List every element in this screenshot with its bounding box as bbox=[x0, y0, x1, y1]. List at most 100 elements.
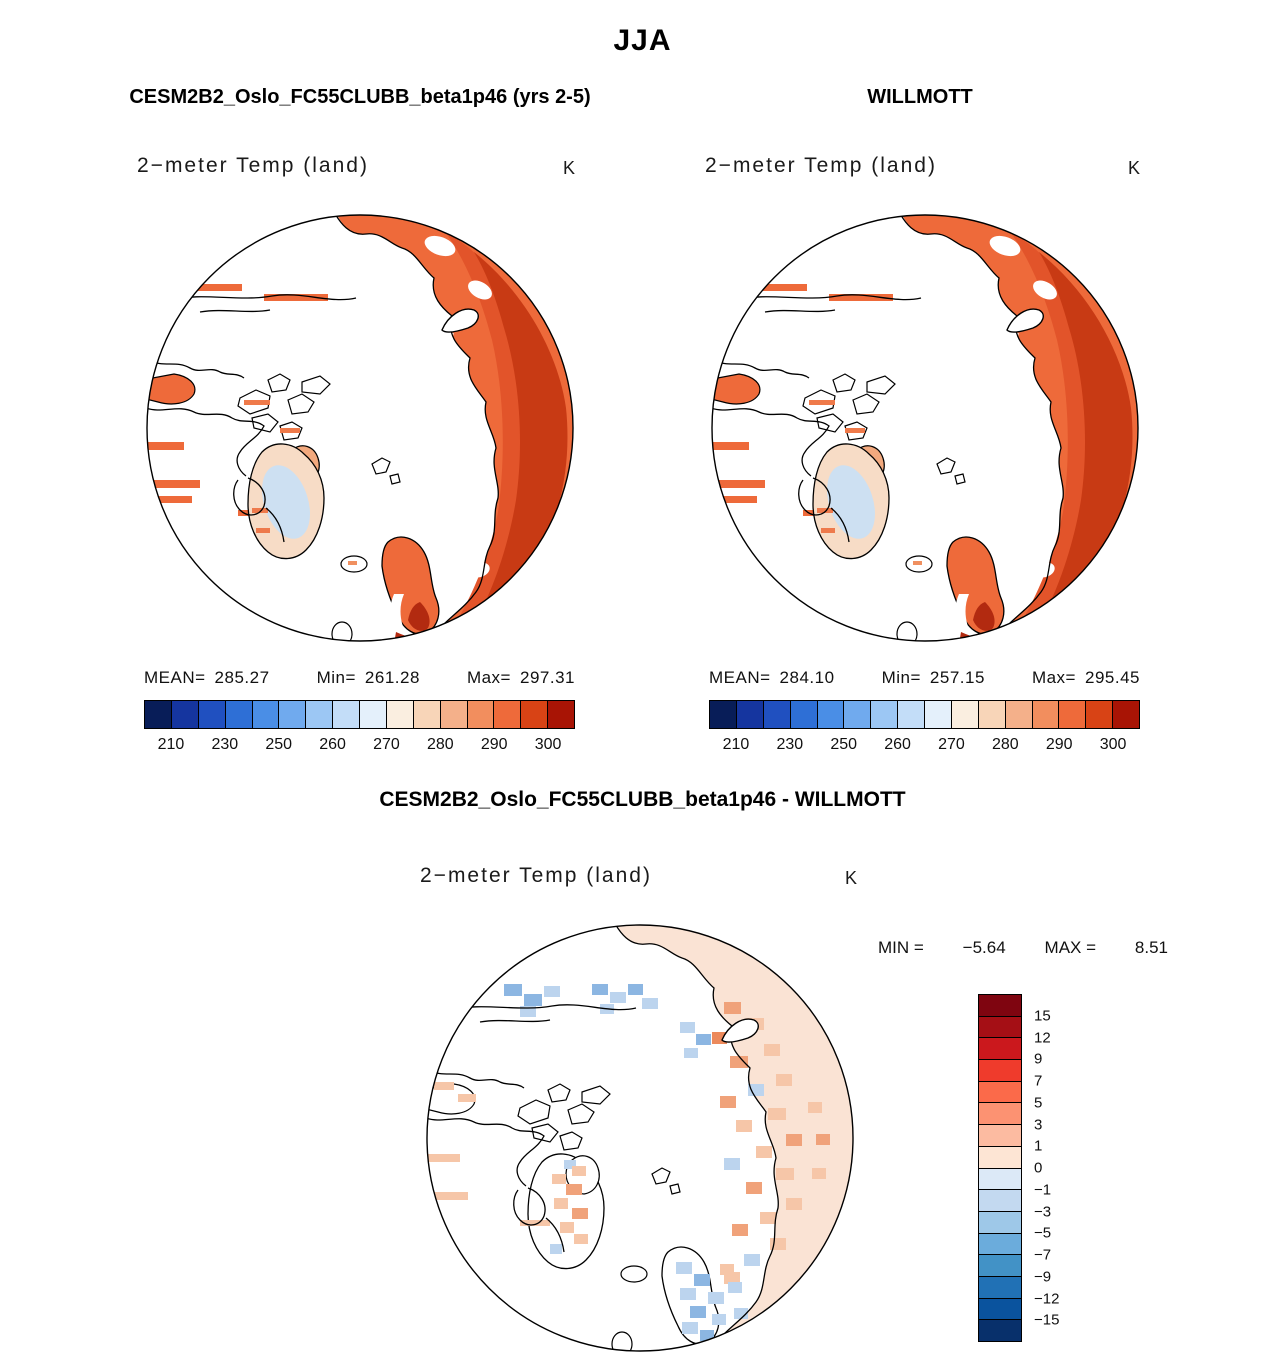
panel-title-model: CESM2B2_Oslo_FC55CLUBB_beta1p46 (yrs 2-5… bbox=[129, 86, 591, 108]
min-value: −5.64 bbox=[962, 938, 1006, 957]
colorbar-segment bbox=[951, 701, 979, 728]
colorbar-tick-label: −7 bbox=[1034, 1246, 1052, 1264]
max-label: MAX = bbox=[1044, 938, 1097, 957]
colorbar-segment bbox=[979, 1168, 1021, 1191]
mean-value: 285.27 bbox=[214, 668, 270, 687]
colorbar-segment bbox=[225, 701, 253, 728]
colorbar-segment bbox=[979, 1038, 1021, 1061]
max-value: 8.51 bbox=[1134, 938, 1168, 957]
colorbar-segment bbox=[871, 701, 899, 728]
colorbar-segment bbox=[306, 701, 334, 728]
colorbar-tick-label: 290 bbox=[480, 736, 508, 753]
colorbar-segment bbox=[979, 995, 1021, 1017]
colorbar-segment bbox=[898, 701, 925, 728]
colorbar-segment bbox=[198, 701, 226, 728]
colorbar-tick-label: 7 bbox=[1034, 1072, 1043, 1090]
colorbar-segment bbox=[979, 1103, 1021, 1126]
units-label-difference: K bbox=[845, 868, 859, 888]
mean-label: MEAN= bbox=[709, 668, 771, 687]
colorbar-tick-label: −5 bbox=[1034, 1224, 1052, 1242]
mean-value: 284.10 bbox=[779, 668, 835, 687]
colorbar-tick-label: 210 bbox=[722, 736, 750, 753]
colorbar-tick-label: −9 bbox=[1034, 1268, 1052, 1286]
colorbar-labels-difference: 15 12 9 7 5 3 1 0 −1 −3 −5 −7 −9 −12 −15 bbox=[1030, 994, 1100, 1342]
colorbar-model bbox=[144, 700, 575, 729]
colorbar-tick-label: 230 bbox=[211, 736, 239, 753]
colorbar-tick-label: 290 bbox=[1045, 736, 1073, 753]
colorbar-segment bbox=[979, 1320, 1021, 1341]
colorbar-segment bbox=[710, 701, 737, 728]
colorbar-segment bbox=[763, 701, 791, 728]
variable-label-model: 2−meter Temp (land) bbox=[137, 154, 369, 177]
colorbar-tick-label: 280 bbox=[991, 736, 1019, 753]
colorbar-segment bbox=[817, 701, 845, 728]
colorbar-difference bbox=[978, 994, 1022, 1342]
season-title: JJA bbox=[613, 24, 672, 57]
colorbar-segment bbox=[333, 701, 360, 728]
colorbar-segment bbox=[736, 701, 764, 728]
colorbar-segment bbox=[979, 1211, 1021, 1234]
colorbar-segment bbox=[548, 701, 574, 728]
colorbar-tick-label: 12 bbox=[1034, 1029, 1051, 1046]
stats-line-difference: MIN = −5.64 MAX = 8.51 bbox=[878, 938, 1168, 958]
colorbar-segment bbox=[1113, 701, 1139, 728]
colorbar-tick-label: 270 bbox=[373, 736, 400, 753]
units-label-model: K bbox=[563, 158, 577, 178]
colorbar-segment bbox=[440, 701, 468, 728]
colorbar-tick-label: 280 bbox=[426, 736, 454, 753]
colorbar-tick-label: −3 bbox=[1034, 1203, 1052, 1220]
colorbar-segment bbox=[979, 1276, 1021, 1299]
colorbar-segment bbox=[386, 701, 414, 728]
colorbar-segment bbox=[1086, 701, 1114, 728]
colorbar-ticks-observation: 210 230 250 260 270 280 290 300 bbox=[709, 736, 1140, 754]
colorbar-tick-label: 230 bbox=[776, 736, 804, 753]
colorbar-segment bbox=[252, 701, 280, 728]
colorbar-tick-label: −1 bbox=[1034, 1181, 1052, 1199]
colorbar-segment bbox=[979, 1190, 1021, 1212]
colorbar-segment bbox=[1032, 701, 1060, 728]
colorbar-tick-label: 260 bbox=[884, 736, 911, 753]
colorbar-ticks-model: 210 230 250 260 270 280 290 300 bbox=[144, 736, 575, 754]
colorbar-tick-label: 9 bbox=[1034, 1050, 1043, 1068]
colorbar-segment bbox=[979, 1298, 1021, 1321]
min-label: Min= bbox=[316, 668, 356, 687]
min-value: 261.28 bbox=[364, 668, 420, 687]
colorbar-tick-label: 1 bbox=[1034, 1137, 1043, 1155]
colorbar-segment bbox=[145, 701, 172, 728]
colorbar-segment bbox=[467, 701, 495, 728]
colorbar-tick-label: 15 bbox=[1034, 1007, 1051, 1025]
stats-line-model: MEAN= 285.27 Min= 261.28 Max= 297.31 bbox=[144, 668, 575, 688]
colorbar-tick-label: 260 bbox=[319, 736, 346, 753]
max-label: Max= bbox=[1031, 668, 1076, 687]
colorbar-tick-label: 210 bbox=[157, 736, 185, 753]
temperature-map-observation bbox=[711, 214, 1139, 642]
colorbar-segment bbox=[279, 701, 307, 728]
colorbar-tick-label: 300 bbox=[1099, 736, 1127, 753]
panel-title-observation: WILLMOTT bbox=[867, 86, 973, 108]
mean-label: MEAN= bbox=[144, 668, 206, 687]
panel-title-difference: CESM2B2_Oslo_FC55CLUBB_beta1p46 - WILLMO… bbox=[379, 788, 906, 811]
colorbar-tick-label: 3 bbox=[1034, 1116, 1043, 1133]
variable-label-observation: 2−meter Temp (land) bbox=[705, 154, 937, 177]
colorbar-segment bbox=[494, 701, 522, 728]
units-label-observation: K bbox=[1128, 158, 1142, 178]
colorbar-segment bbox=[979, 1081, 1021, 1104]
colorbar-segment bbox=[979, 1255, 1021, 1277]
colorbar-tick-label: 270 bbox=[938, 736, 965, 753]
colorbar-segment bbox=[979, 1016, 1021, 1039]
colorbar-segment bbox=[790, 701, 818, 728]
variable-label-difference: 2−meter Temp (land) bbox=[420, 864, 652, 887]
colorbar-observation bbox=[709, 700, 1140, 729]
colorbar-segment bbox=[360, 701, 387, 728]
colorbar-segment bbox=[1005, 701, 1033, 728]
colorbar-segment bbox=[979, 1060, 1021, 1082]
colorbar-tick-label: −15 bbox=[1034, 1311, 1060, 1329]
colorbar-segment bbox=[844, 701, 872, 728]
colorbar-segment bbox=[521, 701, 549, 728]
colorbar-segment bbox=[413, 701, 441, 728]
min-value: 257.15 bbox=[929, 668, 985, 687]
min-label: MIN = bbox=[878, 938, 924, 957]
colorbar-tick-label: 250 bbox=[265, 736, 293, 753]
colorbar-segment bbox=[925, 701, 952, 728]
